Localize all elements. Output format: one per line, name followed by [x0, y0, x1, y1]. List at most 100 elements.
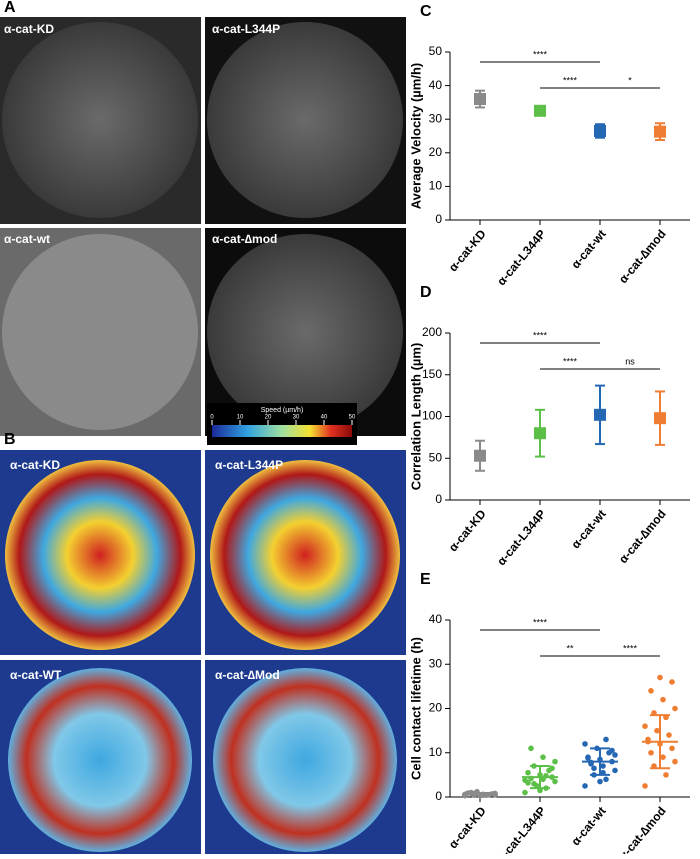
mean-marker [474, 449, 486, 462]
data-point [612, 767, 618, 774]
significance-label: **** [563, 356, 578, 366]
y-axis-label: Correlation Length (µm) [408, 343, 423, 491]
y-tick-label: 100 [422, 409, 442, 423]
data-point [522, 789, 528, 796]
x-tick-label: α-cat-L344P [494, 804, 548, 854]
y-axis-label: Average Velocity (µm/h) [408, 63, 423, 209]
data-point [648, 688, 654, 694]
x-tick-label: α-cat-KD [446, 804, 489, 852]
mean-marker [654, 412, 666, 425]
data-point [603, 776, 609, 783]
data-point [666, 732, 672, 738]
colorbar-tick-label: 10 [237, 415, 244, 421]
x-tick-label: α-cat-∆mod [616, 804, 669, 854]
image-label: α-cat-L344P [212, 22, 280, 36]
image-label: α-cat-wt [4, 232, 50, 246]
mean-marker [654, 125, 666, 138]
x-tick-label: α-cat-KD [446, 227, 489, 275]
mean-marker [534, 104, 546, 117]
image-label: α-cat-∆Mod [215, 668, 280, 682]
y-tick-label: 40 [429, 612, 443, 626]
y-tick-label: 0 [435, 492, 442, 506]
significance-label: **** [533, 49, 548, 59]
mean-marker [594, 124, 606, 137]
x-tick-label: α-cat-L344P [494, 227, 548, 288]
x-tick-label: α-cat-wt [568, 507, 608, 551]
data-point [648, 749, 654, 756]
data-point [672, 758, 678, 765]
data-point [672, 705, 678, 712]
data-point [585, 755, 591, 761]
data-point [582, 783, 588, 789]
significance-label: **** [533, 617, 548, 627]
data-point [654, 727, 660, 734]
data-point [552, 778, 558, 785]
data-point [549, 765, 555, 772]
y-tick-label: 200 [422, 325, 442, 339]
significance-label: * [628, 75, 632, 85]
data-point [669, 745, 675, 752]
y-tick-label: 30 [429, 656, 443, 670]
data-point [591, 765, 597, 772]
data-point [600, 763, 606, 769]
data-point [525, 769, 531, 776]
image-label: α-cat-L344P [215, 458, 283, 472]
colorbar-tick-label: 40 [321, 415, 328, 421]
colorbar [207, 403, 357, 445]
data-point [663, 772, 669, 778]
data-point [642, 723, 648, 729]
colorbar-title: Speed (µm/h) [261, 407, 304, 414]
significance-label: ns [625, 356, 635, 366]
panel-label: D [420, 284, 432, 301]
x-tick-label: α-cat-L344P [494, 507, 548, 568]
data-point [660, 754, 666, 760]
data-point [525, 780, 531, 786]
panel-label: B [4, 431, 16, 448]
x-tick-label: α-cat-wt [568, 804, 608, 848]
x-tick-label: α-cat-∆mod [616, 227, 669, 286]
panel-label: E [420, 571, 431, 588]
colorbar-tick-label: 50 [349, 415, 356, 421]
y-tick-label: 50 [429, 450, 443, 464]
image-label: α-cat-∆mod [212, 232, 277, 246]
data-point [660, 696, 666, 703]
data-point [603, 736, 609, 743]
panel-label: C [420, 3, 432, 20]
data-point [657, 674, 663, 681]
x-tick-label: α-cat-wt [568, 227, 608, 271]
phase-images [0, 17, 406, 436]
data-point [597, 778, 603, 785]
y-tick-label: 30 [429, 111, 443, 125]
y-axis-label: Cell contact lifetime (h) [408, 637, 423, 780]
y-tick-label: 10 [429, 179, 443, 193]
y-tick-label: 20 [429, 145, 443, 159]
data-point [582, 741, 588, 747]
image-label: α-cat-KD [10, 458, 60, 472]
mean-marker [474, 93, 486, 106]
data-point [612, 752, 618, 758]
significance-label: **** [623, 643, 638, 653]
significance-label: **** [563, 75, 578, 85]
y-tick-label: 20 [429, 701, 443, 715]
image-label: α-cat-KD [4, 22, 54, 36]
image-label: α-cat-WT [10, 668, 62, 682]
panel-label: A [4, 0, 16, 16]
colorbar-tick-label: 30 [293, 415, 300, 421]
significance-label: ** [566, 643, 574, 653]
y-tick-label: 0 [435, 212, 442, 226]
speed-maps [0, 450, 406, 854]
data-point [669, 679, 675, 685]
y-tick-label: 0 [435, 789, 442, 803]
mean-marker [594, 408, 606, 421]
data-point [528, 745, 534, 752]
significance-label: **** [533, 330, 548, 340]
y-tick-label: 40 [429, 78, 443, 92]
data-point [609, 747, 615, 754]
data-point [642, 783, 648, 789]
mean-marker [534, 427, 546, 440]
colorbar-tick-label: 20 [265, 415, 272, 421]
data-point [552, 758, 558, 765]
colorbar-tick-label: 0 [210, 415, 214, 421]
x-tick-label: α-cat-∆mod [616, 507, 669, 566]
